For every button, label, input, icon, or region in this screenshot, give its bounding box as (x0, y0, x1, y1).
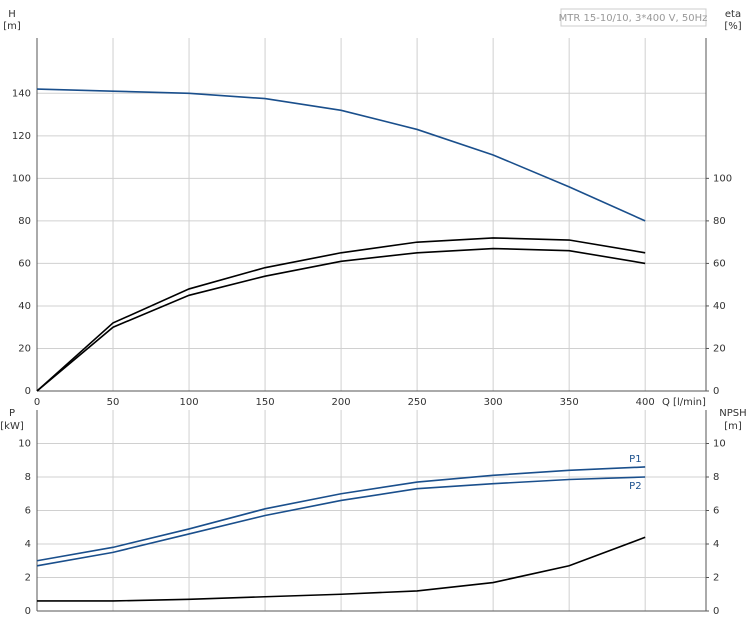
x-tick-label: 50 (107, 397, 120, 408)
y2-tick-label: 40 (713, 301, 726, 312)
series-line (37, 536, 646, 602)
y-tick-label: 20 (18, 343, 31, 354)
x-axis-label: Q [l/min] (662, 397, 706, 408)
y2-tick-label: 6 (713, 506, 719, 517)
series-line (36, 476, 646, 567)
y-tick-label: 40 (18, 301, 31, 312)
y-tick-label: 120 (12, 131, 31, 142)
series-label: P2 (629, 481, 641, 492)
y2-axis-unit: [m] (724, 421, 742, 432)
y-tick-label: 0 (25, 606, 31, 617)
y-tick-label: 100 (12, 173, 31, 184)
y-tick-label: 2 (25, 573, 31, 584)
y2-axis-unit: [%] (724, 21, 741, 32)
x-tick-label: 0 (34, 397, 40, 408)
y2-tick-label: 100 (713, 173, 732, 184)
x-tick-label: 400 (636, 397, 655, 408)
y-axis-label: P (9, 408, 15, 419)
y2-tick-label: 0 (713, 606, 719, 617)
y-axis-unit: [m] (3, 21, 21, 32)
y-tick-label: 8 (25, 472, 31, 483)
series-label: P1 (629, 454, 641, 465)
y2-tick-label: 20 (713, 343, 726, 354)
y2-tick-label: 2 (713, 573, 719, 584)
y-tick-label: 6 (25, 506, 31, 517)
y2-tick-label: 4 (713, 539, 719, 550)
x-tick-label: 350 (560, 397, 579, 408)
y2-tick-label: 80 (713, 216, 726, 227)
series-line (36, 247, 646, 392)
y2-axis-label: NPSH (719, 408, 746, 419)
y2-axis-label: eta (725, 9, 741, 20)
y2-tick-label: 60 (713, 258, 726, 269)
y-axis-unit: [kW] (0, 421, 24, 432)
x-tick-label: 100 (179, 397, 198, 408)
x-tick-label: 250 (408, 397, 427, 408)
y-tick-label: 140 (12, 88, 31, 99)
series-line (36, 88, 646, 222)
x-tick-label: 200 (332, 397, 351, 408)
series-line (36, 237, 646, 392)
y-tick-label: 80 (18, 216, 31, 227)
y2-tick-label: 8 (713, 472, 719, 483)
y-tick-label: 60 (18, 258, 31, 269)
x-tick-label: 300 (484, 397, 503, 408)
y-axis-label: H (8, 9, 16, 20)
y-tick-label: 0 (25, 386, 31, 397)
y2-tick-label: 0 (713, 386, 719, 397)
chart-title: MTR 15-10/10, 3*400 V, 50Hz (559, 13, 708, 24)
y-tick-label: 10 (18, 439, 31, 450)
y2-tick-label: 10 (713, 439, 726, 450)
y-tick-label: 4 (25, 539, 31, 550)
x-tick-label: 150 (256, 397, 275, 408)
series-line (36, 466, 646, 562)
title-box (560, 8, 707, 27)
